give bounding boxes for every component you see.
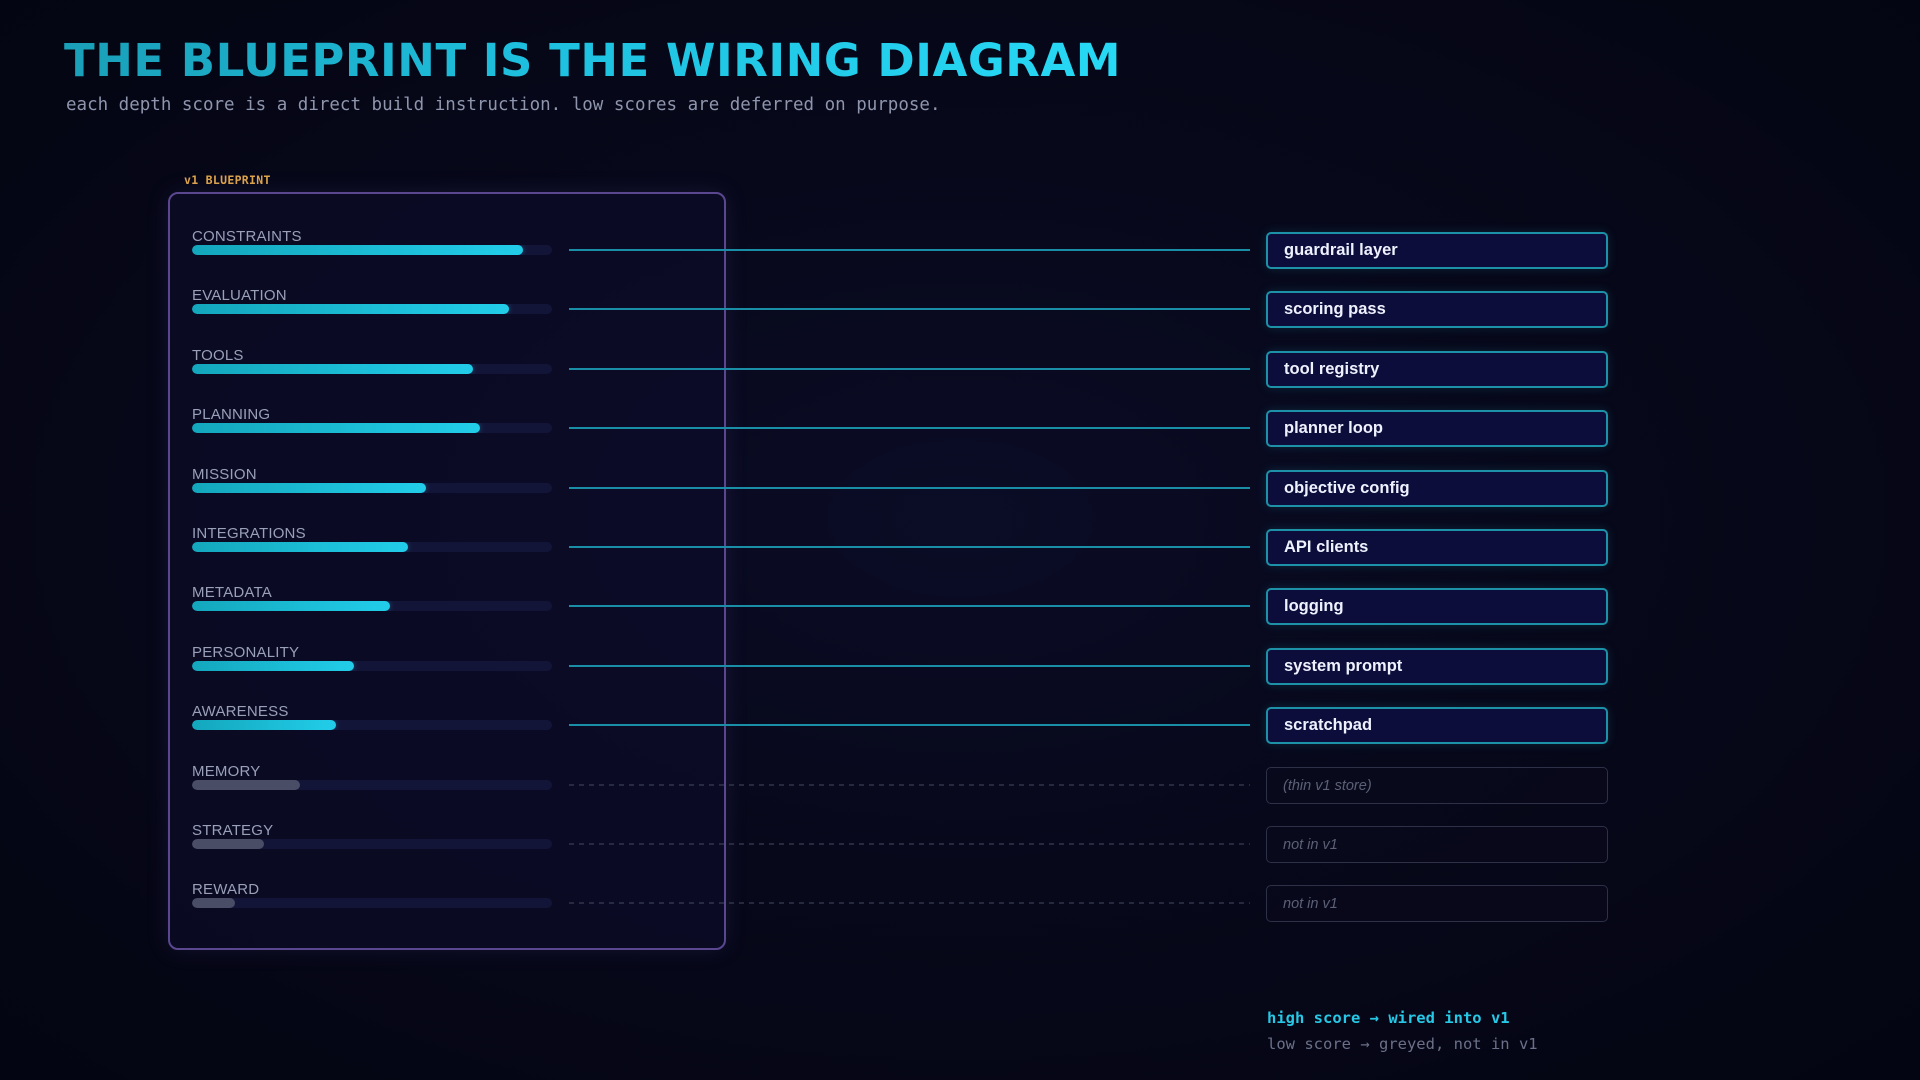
score-track-planning <box>192 423 552 433</box>
score-bar-personality <box>192 661 354 671</box>
score-bar-planning <box>192 423 480 433</box>
score-track-tools <box>192 364 552 374</box>
page-subtitle: each depth score is a direct build instr… <box>66 95 941 115</box>
score-track-awareness <box>192 720 552 730</box>
target-label-integrations: API clients <box>1284 538 1369 556</box>
score-track-mission <box>192 483 552 493</box>
target-tools: tool registry <box>1266 351 1608 388</box>
target-label-personality: system prompt <box>1284 657 1403 675</box>
blueprint-panel-label: v1 BLUEPRINT <box>184 173 271 187</box>
target-metadata: logging <box>1266 588 1608 625</box>
target-label-awareness: scratchpad <box>1284 716 1373 734</box>
row-label-reward: REWARD <box>192 881 260 898</box>
legend-low-score: low score → greyed, not in v1 <box>1267 1035 1538 1053</box>
target-evaluation: scoring pass <box>1266 291 1608 328</box>
row-label-constraints: CONSTRAINTS <box>192 228 302 245</box>
score-track-memory <box>192 780 552 790</box>
row-label-strategy: STRATEGY <box>192 822 274 839</box>
score-bar-mission <box>192 483 426 493</box>
target-label-tools: tool registry <box>1284 360 1380 378</box>
target-label-evaluation: scoring pass <box>1284 300 1386 318</box>
row-label-mission: MISSION <box>192 466 257 483</box>
target-planning: planner loop <box>1266 410 1608 447</box>
score-bar-awareness <box>192 720 336 730</box>
score-track-reward <box>192 898 552 908</box>
score-bar-integrations <box>192 542 408 552</box>
target-label-strategy: not in v1 <box>1283 836 1338 853</box>
row-label-evaluation: EVALUATION <box>192 287 287 304</box>
target-label-mission: objective config <box>1284 479 1410 497</box>
target-awareness: scratchpad <box>1266 707 1608 744</box>
score-track-integrations <box>192 542 552 552</box>
legend-high-score: high score → wired into v1 <box>1267 1009 1510 1027</box>
row-label-personality: PERSONALITY <box>192 644 300 661</box>
page-title: THE BLUEPRINT IS THE WIRING DIAGRAM <box>64 34 1122 87</box>
row-label-memory: MEMORY <box>192 763 261 780</box>
target-constraints: guardrail layer <box>1266 232 1608 269</box>
row-label-tools: TOOLS <box>192 347 244 364</box>
score-track-constraints <box>192 245 552 255</box>
target-label-planning: planner loop <box>1284 419 1383 437</box>
row-label-integrations: INTEGRATIONS <box>192 525 306 542</box>
score-track-metadata <box>192 601 552 611</box>
score-bar-strategy <box>192 839 264 849</box>
target-label-reward: not in v1 <box>1283 895 1338 912</box>
target-mission: objective config <box>1266 470 1608 507</box>
target-memory: (thin v1 store) <box>1266 767 1608 804</box>
target-personality: system prompt <box>1266 648 1608 685</box>
score-track-strategy <box>192 839 552 849</box>
score-track-personality <box>192 661 552 671</box>
target-label-metadata: logging <box>1284 597 1344 615</box>
score-bar-tools <box>192 364 473 374</box>
score-track-evaluation <box>192 304 552 314</box>
score-bar-constraints <box>192 245 524 255</box>
row-label-metadata: METADATA <box>192 584 272 601</box>
target-label-memory: (thin v1 store) <box>1283 777 1372 794</box>
score-bar-evaluation <box>192 304 509 314</box>
target-reward: not in v1 <box>1266 885 1608 922</box>
row-label-planning: PLANNING <box>192 406 271 423</box>
target-label-constraints: guardrail layer <box>1284 241 1398 259</box>
blueprint-panel <box>168 192 726 950</box>
row-label-awareness: AWARENESS <box>192 703 289 720</box>
target-integrations: API clients <box>1266 529 1608 566</box>
target-strategy: not in v1 <box>1266 826 1608 863</box>
score-bar-memory <box>192 780 300 790</box>
score-bar-metadata <box>192 601 390 611</box>
score-bar-reward <box>192 898 236 908</box>
